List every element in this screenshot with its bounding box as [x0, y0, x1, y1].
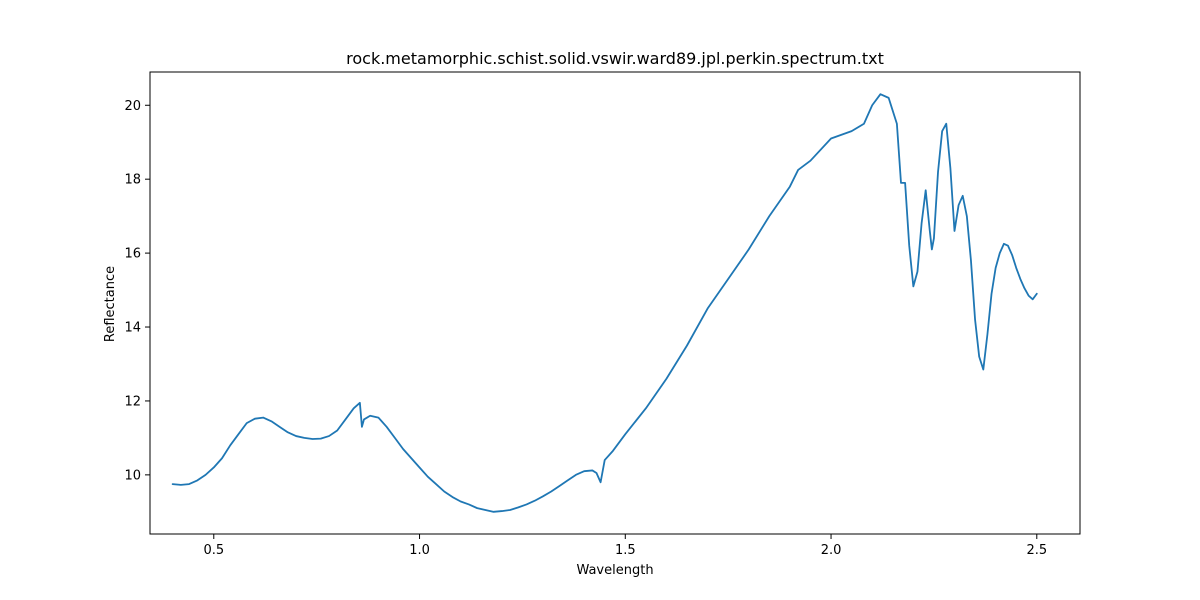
- chart-title: rock.metamorphic.schist.solid.vswir.ward…: [346, 49, 884, 68]
- x-tick-label: 0.5: [203, 543, 224, 558]
- x-tick-label: 2.0: [821, 543, 842, 558]
- series-layer: [171, 93, 1038, 513]
- x-tick-label: 1.0: [409, 543, 430, 558]
- axes-frame: [149, 71, 1081, 535]
- y-tick-label: 14: [124, 321, 141, 336]
- plot-area: 0.5 1.0 1.5 2.0 2.5 10 12 14 16 18 20: [124, 71, 1081, 558]
- y-axis: 10 12 14 16 18 20: [124, 99, 150, 483]
- x-tick-label: 2.5: [1026, 543, 1047, 558]
- y-axis-label: Reflectance: [103, 266, 118, 342]
- y-tick-label: 12: [124, 394, 141, 409]
- y-tick-label: 16: [124, 247, 141, 262]
- x-axis-label: Wavelength: [576, 563, 653, 578]
- y-tick-label: 20: [124, 99, 141, 114]
- x-axis: 0.5 1.0 1.5 2.0 2.5: [203, 534, 1047, 558]
- y-tick-label: 10: [124, 468, 141, 483]
- y-tick-label: 18: [124, 173, 141, 188]
- x-tick-label: 1.5: [615, 543, 636, 558]
- series-line-0: [171, 93, 1038, 513]
